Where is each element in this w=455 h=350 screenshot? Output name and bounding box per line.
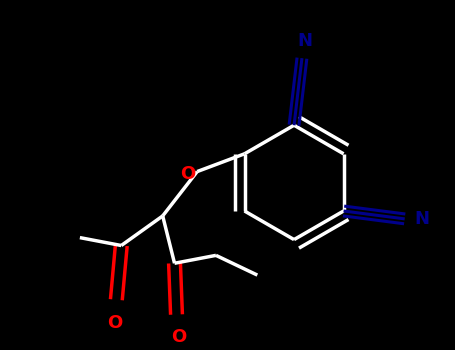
Text: N: N [298,32,313,50]
Text: O: O [107,314,122,331]
Text: O: O [180,164,195,183]
Text: O: O [171,328,186,346]
Text: N: N [415,210,430,228]
